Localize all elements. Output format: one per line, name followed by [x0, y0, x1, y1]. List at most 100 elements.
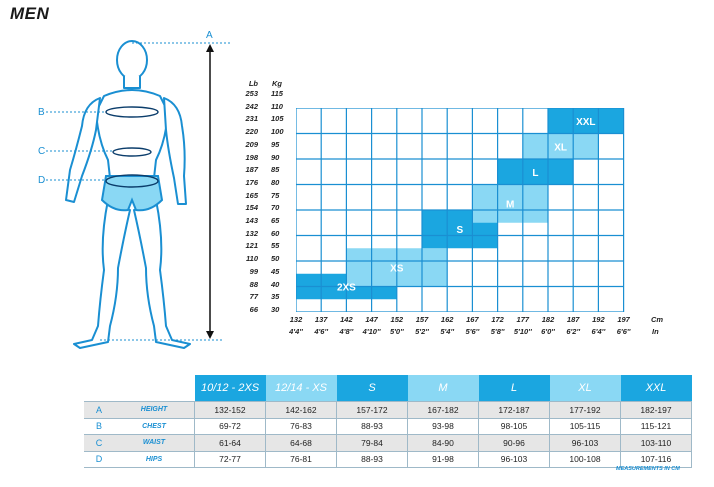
y-tick-lb: 242	[245, 101, 258, 111]
x-tick-cm: 182	[541, 315, 555, 324]
x-tick-in: 5'0''	[389, 327, 404, 336]
size-label-m: M	[506, 200, 514, 211]
size-block-xxl	[548, 108, 624, 134]
measurements-note: MEASUREMENTS IN CM	[616, 466, 680, 472]
size-chart: 2XS XS S M L XL XXL	[295, 107, 628, 317]
size-label-2xs: 2XS	[337, 283, 356, 294]
x-tick-in: 6'6''	[616, 327, 631, 336]
figure-right-leg	[133, 199, 191, 349]
size-label-xxl: XXL	[576, 117, 595, 128]
chest-measure-ellipse	[105, 106, 159, 118]
row-letter: A	[84, 401, 114, 418]
table-cell: 84-90	[407, 434, 479, 451]
x-tick-cm: 167	[466, 315, 479, 324]
row-letter: C	[84, 434, 114, 451]
table-cell: 88-93	[336, 450, 408, 468]
x-tick-in: 4'6''	[314, 327, 329, 336]
size-block-m	[472, 184, 548, 223]
figure-left-leg	[73, 199, 131, 349]
y-tick-lb: 99	[249, 266, 258, 276]
y-tick-kg: 105	[271, 114, 284, 124]
table-cell: 72-77	[194, 450, 266, 468]
waist-measure-ellipse	[112, 147, 152, 157]
size-table-header: 10/12 - 2XS 12/14 - XS S M L XL XXL	[84, 375, 692, 402]
row-letter: B	[84, 417, 114, 435]
table-cell: 157-172	[336, 401, 408, 418]
x-axis-label-cm: Cm	[651, 315, 664, 324]
x-axis-label-in: In	[652, 327, 659, 336]
table-cell: 177-192	[549, 401, 621, 418]
y-tick-kg: 85	[271, 165, 280, 175]
marker-b: B	[38, 107, 45, 118]
y-tick-lb: 121	[245, 241, 258, 251]
table-cell: 167-182	[407, 401, 479, 418]
size-table-corner	[84, 375, 195, 402]
height-arrow-head-top	[206, 44, 214, 52]
y-tick-kg: 35	[271, 292, 280, 302]
marker-a: A	[206, 30, 213, 41]
size-chart-svg: 2XS XS S M L XL XXL	[295, 107, 625, 313]
y-tick-kg: 115	[271, 89, 283, 98]
height-arrow-head-bottom	[206, 331, 214, 339]
y-tick-lb: 209	[245, 139, 258, 149]
y-axis-label-kg: Kg	[272, 79, 282, 88]
y-tick-lb: 154	[245, 203, 258, 213]
table-cell: 142-162	[265, 401, 337, 418]
y-tick-lb: 253	[245, 89, 258, 98]
y-tick-lb: 88	[249, 279, 258, 289]
figure-neck	[123, 76, 141, 89]
y-tick-kg: 100	[271, 127, 284, 137]
x-tick-in: 5'10''	[513, 327, 532, 336]
row-name: HIPS	[114, 450, 195, 468]
y-tick-kg: 45	[271, 266, 280, 276]
x-tick-cm: 192	[592, 315, 605, 324]
size-header-xxl: XXL	[620, 375, 692, 402]
figure-head	[116, 40, 148, 80]
table-cell: 98-105	[478, 417, 550, 435]
size-header-m: M	[407, 375, 479, 402]
size-header-xs: 12/14 - XS	[265, 375, 337, 402]
y-tick-kg: 50	[271, 254, 280, 264]
x-tick-cm: 132	[289, 315, 303, 324]
size-label-xl: XL	[554, 142, 567, 153]
x-tick-cm: 137	[314, 315, 328, 324]
page-title: MEN	[10, 4, 50, 23]
y-tick-kg: 60	[271, 228, 280, 238]
x-tick-in: 5'8''	[490, 327, 505, 336]
table-cell: 182-197	[620, 401, 692, 418]
y-tick-lb: 165	[245, 190, 258, 200]
figure-torso	[95, 89, 169, 179]
y-tick-lb: 132	[245, 228, 258, 238]
table-row-hips: D HIPS 72-77 76-81 88-93 91-98 96-103 10…	[84, 450, 692, 468]
table-cell: 103-110	[620, 434, 692, 451]
table-cell: 90-96	[478, 434, 550, 451]
row-letter: D	[84, 450, 114, 468]
size-header-2xs: 10/12 - 2XS	[194, 375, 266, 402]
table-row-height: A HEIGHT 132-152 142-162 157-172 167-182…	[84, 401, 692, 418]
table-cell: 105-115	[549, 417, 621, 435]
size-label-s: S	[456, 225, 463, 236]
marker-d: D	[38, 175, 45, 186]
y-tick-lb: 66	[249, 304, 258, 314]
table-cell: 88-93	[336, 417, 408, 435]
x-tick-cm: 162	[440, 315, 454, 324]
y-tick-kg: 80	[271, 177, 280, 187]
y-tick-lb: 220	[245, 127, 258, 137]
y-tick-kg: 95	[271, 139, 280, 149]
y-tick-kg: 40	[271, 279, 280, 289]
size-label-xs: XS	[390, 263, 404, 274]
x-tick-cm: 177	[516, 315, 530, 324]
x-tick-in: 5'6''	[465, 327, 480, 336]
table-cell: 79-84	[336, 434, 408, 451]
table-cell: 172-187	[478, 401, 550, 418]
table-cell: 61-64	[194, 434, 266, 451]
x-tick-cm: 147	[365, 315, 378, 324]
x-tick-in: 5'4''	[440, 327, 455, 336]
table-cell: 132-152	[194, 401, 266, 418]
y-tick-lb: 187	[245, 165, 258, 175]
size-block-l	[497, 159, 574, 185]
x-tick-cm: 157	[415, 315, 429, 324]
table-cell: 76-81	[265, 450, 337, 468]
figure-left-arm	[65, 97, 101, 203]
x-tick-in: 4'4''	[289, 327, 303, 336]
